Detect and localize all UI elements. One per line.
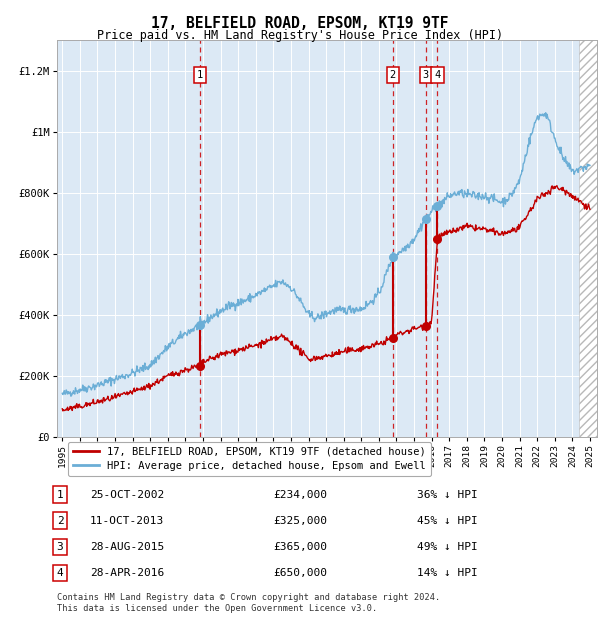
Text: 49% ↓ HPI: 49% ↓ HPI [417, 542, 478, 552]
Text: £325,000: £325,000 [273, 516, 327, 526]
Text: 3: 3 [56, 542, 64, 552]
Text: 28-APR-2016: 28-APR-2016 [90, 568, 164, 578]
Text: 25-OCT-2002: 25-OCT-2002 [90, 490, 164, 500]
Text: 36% ↓ HPI: 36% ↓ HPI [417, 490, 478, 500]
Text: 11-OCT-2013: 11-OCT-2013 [90, 516, 164, 526]
Text: 2: 2 [389, 71, 396, 81]
Text: £650,000: £650,000 [273, 568, 327, 578]
Text: 1: 1 [197, 71, 203, 81]
Text: Price paid vs. HM Land Registry's House Price Index (HPI): Price paid vs. HM Land Registry's House … [97, 29, 503, 42]
Legend: 17, BELFIELD ROAD, EPSOM, KT19 9TF (detached house), HPI: Average price, detache: 17, BELFIELD ROAD, EPSOM, KT19 9TF (deta… [68, 441, 431, 476]
Text: 1: 1 [56, 490, 64, 500]
Text: 4: 4 [56, 568, 64, 578]
Text: 2: 2 [56, 516, 64, 526]
Text: 45% ↓ HPI: 45% ↓ HPI [417, 516, 478, 526]
Text: 17, BELFIELD ROAD, EPSOM, KT19 9TF: 17, BELFIELD ROAD, EPSOM, KT19 9TF [151, 16, 449, 31]
Text: £365,000: £365,000 [273, 542, 327, 552]
Text: 14% ↓ HPI: 14% ↓ HPI [417, 568, 478, 578]
Text: 4: 4 [434, 71, 440, 81]
Text: Contains HM Land Registry data © Crown copyright and database right 2024.
This d: Contains HM Land Registry data © Crown c… [57, 593, 440, 613]
Text: 3: 3 [422, 71, 429, 81]
Text: £234,000: £234,000 [273, 490, 327, 500]
Text: 28-AUG-2015: 28-AUG-2015 [90, 542, 164, 552]
